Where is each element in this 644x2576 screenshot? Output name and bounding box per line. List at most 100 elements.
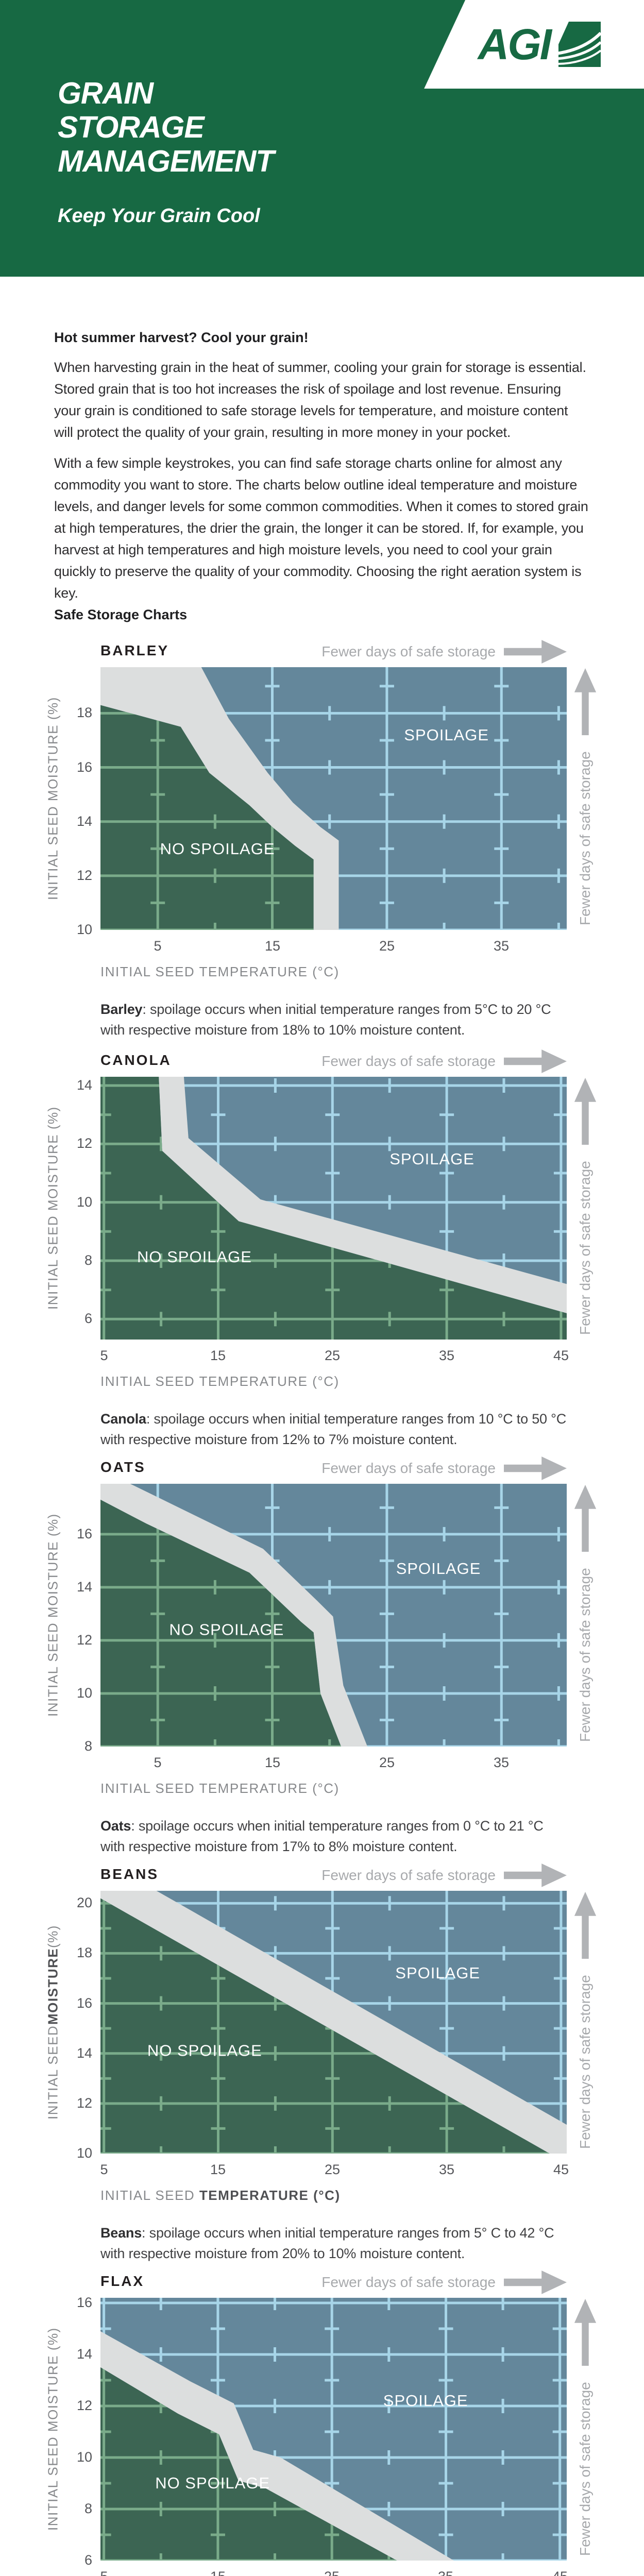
- intro-heading: Hot summer harvest? Cool your grain!: [54, 330, 309, 345]
- y-tick-label: 14: [76, 1579, 92, 1595]
- no-spoilage-label: NO SPOILAGE: [169, 1621, 284, 1639]
- x-tick-label: 45: [553, 2162, 569, 2177]
- chart-title: BEANS: [100, 1866, 159, 1882]
- chart-plot: SPOILAGE NO SPOILAGE: [100, 667, 567, 930]
- up-arrow-icon: [574, 1485, 597, 1552]
- safe-storage-band: [100, 1484, 368, 1747]
- fewer-days-label: Fewer days of safe storage: [321, 643, 496, 659]
- x-tick-label: 5: [100, 1348, 108, 1363]
- x-tick-label: 35: [493, 938, 510, 954]
- x-tick-label: 35: [493, 1755, 510, 1770]
- chart-caption: Barley: spoilage occurs when initial tem…: [100, 1002, 551, 1038]
- spoilage-label: SPOILAGE: [396, 1560, 481, 1578]
- chart-title: BARLEY: [100, 642, 170, 658]
- agi-logo-text: AGI: [478, 20, 552, 69]
- right-arrow-icon: [504, 640, 567, 664]
- x-axis-title: INITIAL SEED TEMPERATURE (°C): [100, 1374, 340, 1389]
- y-tick-label: 10: [76, 2449, 92, 2465]
- x-tick-label: 45: [553, 1348, 569, 1363]
- y-axis-title: INITIAL SEED MOISTURE (%): [45, 1925, 61, 2120]
- x-axis-title: INITIAL SEED TEMPERATURE (°C): [100, 2188, 341, 2203]
- x-tick-label: 5: [88, 2569, 121, 2576]
- y-axis-title: INITIAL SEED MOISTURE (%): [45, 1513, 61, 1717]
- y-tick-label: 12: [76, 1632, 92, 1648]
- spoilage-label: SPOILAGE: [404, 726, 489, 744]
- x-tick-label: 5: [154, 938, 162, 954]
- no-spoilage-region: [100, 705, 314, 930]
- x-tick-label: 35: [429, 2569, 462, 2576]
- safe-storage-band: [159, 1077, 567, 1313]
- chart-caption: Beans: spoilage occurs when initial temp…: [100, 2225, 554, 2261]
- x-tick-label: 25: [324, 2162, 341, 2177]
- chart-caption: Oats: spoilage occurs when initial tempe…: [100, 1818, 544, 1854]
- y-tick-label: 10: [76, 2145, 92, 2161]
- y-tick-label: 20: [76, 1895, 92, 1910]
- x-tick-label: 15: [264, 938, 281, 954]
- hero-header: AGI GRAIN STORAGE MANAGEMENT Keep Your G…: [0, 0, 644, 277]
- chart-plot: SPOILAGE NO SPOILAGE: [100, 1484, 567, 1747]
- y-tick-label: 12: [76, 1136, 92, 1151]
- x-tick-label: 35: [438, 2162, 455, 2177]
- chart-title: CANOLA: [100, 1052, 172, 1068]
- chart-title: FLAX: [100, 2273, 145, 2289]
- agi-logo: AGI: [478, 22, 601, 67]
- y-tick-label: 10: [76, 1194, 92, 1210]
- right-arrow-icon: [504, 2270, 567, 2294]
- y-tick-label: 6: [84, 1311, 92, 1326]
- x-tick-label: 35: [438, 1348, 455, 1363]
- spoilage-label: SPOILAGE: [383, 2392, 468, 2410]
- up-arrow-icon: [574, 2299, 597, 2366]
- y-tick-label: 6: [84, 2552, 92, 2568]
- intro-paragraph-2: With a few simple keystrokes, you can fi…: [54, 455, 588, 601]
- y-tick-label: 10: [76, 1685, 92, 1701]
- title-line-2: STORAGE: [58, 110, 205, 144]
- intro-paragraph-1: When harvesting grain in the heat of sum…: [54, 360, 586, 440]
- up-arrow-icon: [574, 1892, 597, 1959]
- y-tick-label: 8: [84, 1252, 92, 1268]
- page-subtitle: Keep Your Grain Cool: [58, 205, 260, 227]
- y-tick-label: 16: [76, 1526, 92, 1541]
- chart-plot: SPOILAGE NO SPOILAGE: [100, 1891, 567, 2154]
- x-tick-label: 25: [379, 938, 395, 954]
- y-tick-label: 16: [76, 2295, 92, 2310]
- safe-storage-band: [100, 667, 339, 930]
- chart-caption: Canola: spoilage occurs when initial tem…: [100, 1411, 567, 1447]
- y-tick-label: 10: [76, 922, 92, 937]
- safe-storage-band: [100, 1891, 567, 2154]
- title-line-3: MANAGEMENT: [58, 144, 274, 178]
- no-spoilage-label: NO SPOILAGE: [137, 1248, 252, 1266]
- fewer-days-label: Fewer days of safe storage: [321, 2274, 496, 2290]
- fewer-days-vertical-label: Fewer days of safe storage: [577, 751, 593, 925]
- chart-plot: SPOILAGE NO SPOILAGE: [100, 2298, 567, 2561]
- x-tick-label: 15: [264, 1755, 281, 1770]
- x-tick-label: 15: [201, 2569, 234, 2576]
- y-tick-label: 14: [76, 2045, 92, 2061]
- y-axis-title: INITIAL SEED MOISTURE (%): [45, 697, 61, 901]
- y-tick-label: 16: [76, 759, 92, 775]
- fewer-days-vertical-label: Fewer days of safe storage: [577, 2382, 593, 2556]
- y-tick-label: 14: [76, 814, 92, 829]
- chart-oats: OATS Fewer days of safe storage SPOILAGE…: [0, 1456, 644, 1865]
- x-axis-title: INITIAL SEED TEMPERATURE (°C): [100, 1781, 340, 1796]
- x-tick-label: 5: [154, 1755, 162, 1770]
- fewer-days-vertical-label: Fewer days of safe storage: [577, 1161, 593, 1335]
- fewer-days-label: Fewer days of safe storage: [321, 1460, 496, 1476]
- x-tick-label: 45: [544, 2569, 577, 2576]
- charts-section-heading: Safe Storage Charts: [54, 607, 188, 622]
- x-tick-label: 25: [315, 2569, 348, 2576]
- no-spoilage-label: NO SPOILAGE: [160, 840, 275, 858]
- x-tick-label: 5: [100, 2162, 108, 2177]
- title-line-1: GRAIN: [58, 76, 154, 110]
- fewer-days-vertical-label: Fewer days of safe storage: [577, 1975, 593, 2149]
- y-axis-title: INITIAL SEED MOISTURE (%): [45, 1106, 61, 1310]
- up-arrow-icon: [574, 668, 597, 735]
- chart-title: OATS: [100, 1459, 146, 1475]
- spoilage-label: SPOILAGE: [389, 1150, 474, 1168]
- right-arrow-icon: [504, 1049, 567, 1073]
- page-title: GRAIN STORAGE MANAGEMENT: [58, 76, 274, 178]
- chart-canola: CANOLA Fewer days of safe storage SPOILA…: [0, 1049, 644, 1458]
- x-axis-title: INITIAL SEED TEMPERATURE (°C): [100, 964, 340, 979]
- right-arrow-icon: [504, 1863, 567, 1887]
- agi-logo-mark-icon: [556, 22, 601, 67]
